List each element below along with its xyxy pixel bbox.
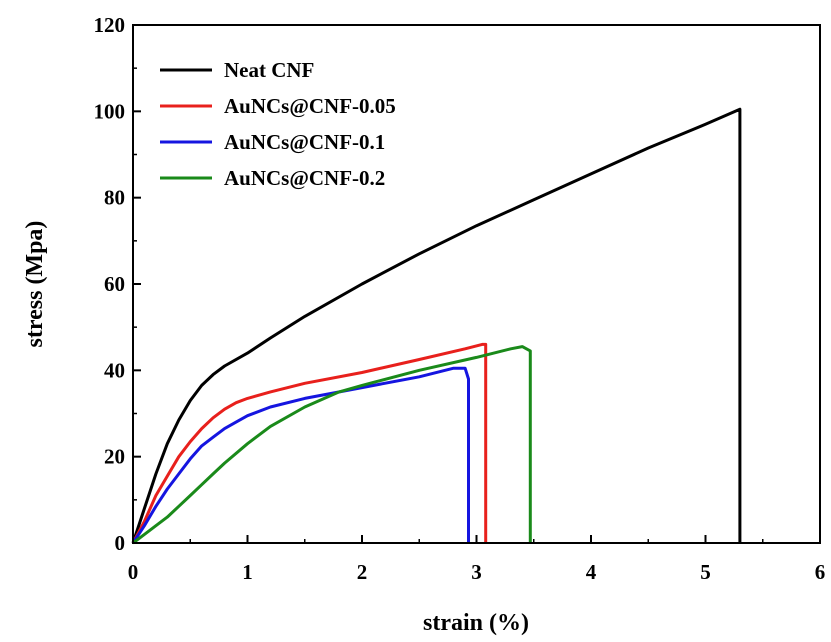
plot-frame [132, 24, 821, 544]
legend-label: Neat CNF [224, 58, 314, 82]
y-tick-label: 120 [94, 13, 126, 37]
legend: Neat CNF AuNCs@CNF-0.05 AuNCs@CNF-0.1 AuNCs… [160, 58, 396, 190]
y-tick-label: 0 [115, 531, 126, 555]
series-line-auncs-cnf-0-05 [131, 342, 488, 544]
x-tick-label: 3 [471, 560, 482, 584]
series-line-neat-cnf [131, 107, 742, 544]
x-tick-label: 2 [357, 560, 368, 584]
y-tick-label: 40 [104, 358, 125, 382]
x-tick-label: 1 [242, 560, 253, 584]
y-axis-title: stress (Mpa) [22, 221, 48, 348]
y-tick-label: 20 [104, 445, 125, 469]
y-tick-label: 60 [104, 272, 125, 296]
x-tick-label: 0 [128, 560, 139, 584]
x-tick-label: 4 [586, 560, 597, 584]
x-tick-label: 5 [700, 560, 711, 584]
series-layer [131, 107, 742, 545]
series-line-auncs-cnf-0-2 [132, 345, 532, 545]
legend-label: AuNCs@CNF-0.05 [224, 94, 396, 118]
y-tick-label: 80 [104, 186, 125, 210]
y-tick-label: 100 [94, 99, 126, 123]
x-axis-title: strain (%) [423, 610, 529, 636]
x-tick-label: 6 [815, 560, 826, 584]
series-line-auncs-cnf-0-1 [131, 366, 470, 544]
legend-label: AuNCs@CNF-0.1 [224, 130, 385, 154]
legend-label: AuNCs@CNF-0.2 [224, 166, 385, 190]
